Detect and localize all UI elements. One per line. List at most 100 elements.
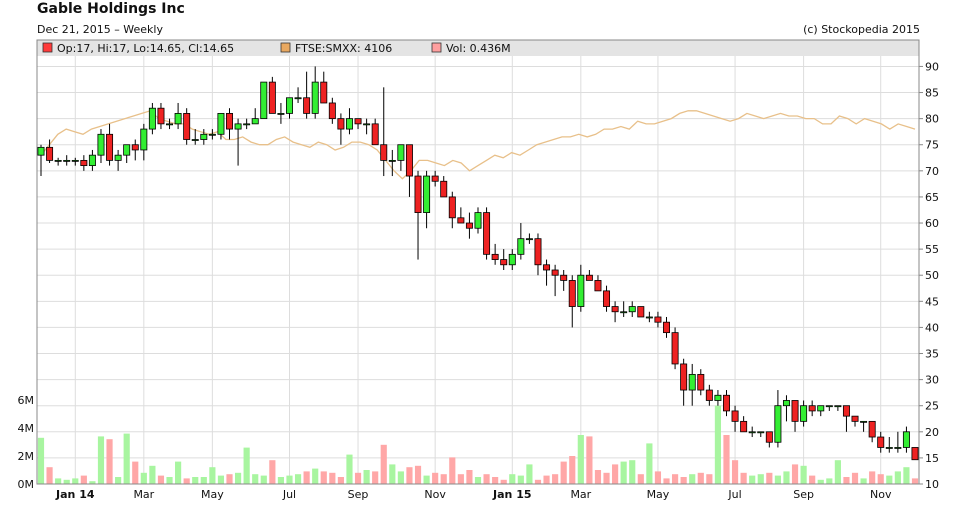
volume-tick-label: 2M xyxy=(18,450,35,463)
price-tick-label: 10 xyxy=(925,478,939,491)
candlesticks-layer xyxy=(37,66,919,461)
candle-body xyxy=(200,133,208,140)
candle-body xyxy=(88,154,96,167)
candle-body xyxy=(842,405,850,417)
volume-bar xyxy=(834,460,841,484)
volume-bar xyxy=(329,472,336,484)
volume-bar xyxy=(860,478,867,484)
volume-bar xyxy=(629,460,636,484)
candle-body xyxy=(723,394,730,412)
candle-body xyxy=(774,405,782,443)
volume-bar xyxy=(620,461,627,484)
candle-body xyxy=(183,113,191,140)
candle-body xyxy=(63,159,71,162)
volume-bar xyxy=(586,436,593,484)
volume-bar xyxy=(89,481,96,484)
candle-body xyxy=(551,269,559,276)
volume-bar xyxy=(406,467,413,484)
volume-bar xyxy=(37,437,45,484)
volume-bar xyxy=(80,475,87,484)
price-tick-label: 85 xyxy=(925,87,939,100)
volume-bar xyxy=(72,478,79,484)
volume-bar xyxy=(552,474,559,484)
price-tick-label: 40 xyxy=(925,321,939,334)
candle-body xyxy=(345,118,353,130)
volume-bar xyxy=(911,478,919,484)
price-tick-label: 65 xyxy=(925,191,939,204)
candle-body xyxy=(380,144,388,161)
volume-bar xyxy=(826,478,833,484)
volume-bar xyxy=(492,477,499,484)
date-tick-label: May xyxy=(647,488,670,501)
candle-body xyxy=(251,118,259,125)
volume-bar xyxy=(397,471,404,484)
candle-body xyxy=(294,97,302,100)
date-tick-label: Jul xyxy=(282,488,296,501)
candle-body xyxy=(491,253,499,260)
candle-body xyxy=(465,222,473,229)
price-tick-label: 75 xyxy=(925,139,939,152)
volume-bar xyxy=(260,475,267,484)
candle-body xyxy=(37,146,45,156)
candle-body xyxy=(320,81,328,104)
legend-label: FTSE:SMXX: 4106 xyxy=(295,42,392,55)
volume-bar xyxy=(654,471,662,484)
candle-body xyxy=(748,431,756,434)
candle-body xyxy=(654,316,662,323)
volume-bar xyxy=(791,464,799,484)
candle-body xyxy=(260,81,268,120)
chart-border xyxy=(36,39,920,485)
candle-body xyxy=(628,306,636,313)
candle-body xyxy=(731,410,739,422)
volume-bar xyxy=(843,477,850,484)
volume-bar xyxy=(714,405,722,484)
volume-bars-layer xyxy=(37,405,919,484)
price-tick-label: 60 xyxy=(925,217,939,230)
volume-bar xyxy=(320,471,327,484)
volume-bar xyxy=(766,472,773,484)
candle-body xyxy=(268,81,276,114)
volume-bar xyxy=(209,467,216,484)
candle-body xyxy=(500,259,508,266)
legend-bar xyxy=(37,40,919,56)
candle-body xyxy=(388,159,396,162)
volume-bar xyxy=(389,464,396,484)
volume-bar xyxy=(680,477,687,484)
volume-bar xyxy=(97,436,105,484)
volume-bar xyxy=(877,474,884,484)
candle-body xyxy=(808,405,816,412)
volume-bar xyxy=(380,444,387,484)
candle-body xyxy=(54,159,62,162)
candle-body xyxy=(474,212,482,229)
candle-body xyxy=(791,400,799,422)
volume-bar xyxy=(166,477,173,484)
volume-bar xyxy=(123,433,130,484)
candle-body xyxy=(448,196,456,219)
volume-bar xyxy=(226,474,233,484)
volume-bar xyxy=(354,472,362,484)
candle-body xyxy=(226,113,233,130)
gridlines xyxy=(37,56,919,485)
candle-body xyxy=(817,405,825,412)
candle-body xyxy=(311,81,319,114)
candle-body xyxy=(757,431,765,434)
candle-body xyxy=(337,118,345,130)
volume-tick-label: 0M xyxy=(18,478,35,491)
price-tick-label: 70 xyxy=(925,165,939,178)
legend-swatch xyxy=(42,42,53,53)
candle-body xyxy=(46,146,54,161)
volume-bar xyxy=(243,447,250,484)
candle-body xyxy=(714,394,722,401)
chart-title: Gable Holdings Inc xyxy=(37,1,185,17)
legend-swatch xyxy=(431,42,442,53)
volume-bar xyxy=(706,474,713,484)
volume-bar xyxy=(774,475,781,484)
volume-bar xyxy=(414,465,422,484)
price-tick-label: 25 xyxy=(925,400,939,413)
candle-body xyxy=(97,133,105,156)
volume-bar xyxy=(363,470,370,484)
volume-bar xyxy=(731,460,739,484)
volume-bar xyxy=(663,478,670,484)
